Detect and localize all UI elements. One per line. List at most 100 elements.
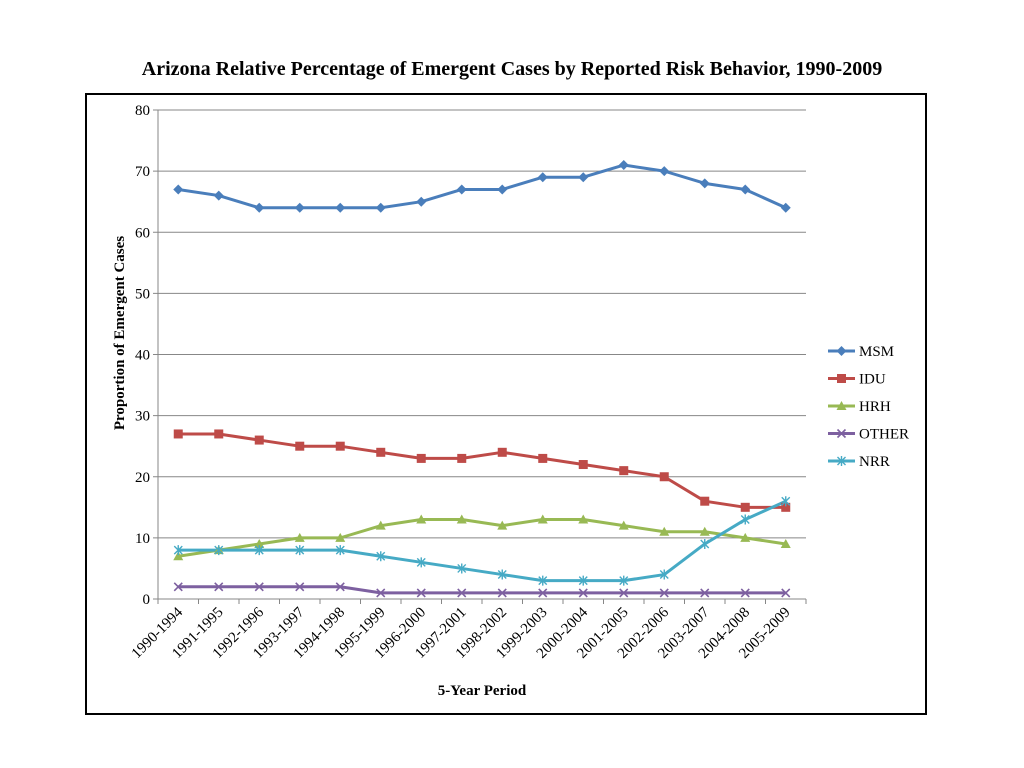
y-tick-label: 40 xyxy=(135,348,150,364)
chart-frame xyxy=(85,93,927,715)
data-point-nrr xyxy=(376,551,386,562)
data-point-other xyxy=(335,582,345,592)
data-point-idu xyxy=(700,496,710,506)
chart-title: Arizona Relative Percentage of Emergent … xyxy=(141,58,883,80)
data-point-hrh xyxy=(659,526,670,536)
legend-marker-hrh xyxy=(836,401,847,410)
data-point-other xyxy=(538,588,548,598)
series-line-other xyxy=(178,585,786,595)
data-point-idu xyxy=(295,441,305,451)
data-point-nrr xyxy=(457,563,467,574)
legend-marker-idu xyxy=(837,374,846,383)
series-line-nrr xyxy=(178,499,787,583)
y-tick-label: 20 xyxy=(135,470,150,486)
data-point-hrh xyxy=(780,538,791,548)
data-point-other xyxy=(659,588,669,598)
data-point-idu xyxy=(335,441,345,451)
data-point-nrr xyxy=(254,545,264,556)
legend: MSM IDU HRH OTHER NRR xyxy=(828,344,909,470)
x-tick-labels: 1990-19941991-19951992-19961993-19971994… xyxy=(129,604,794,662)
data-point-other xyxy=(497,588,507,598)
data-point-nrr xyxy=(659,569,669,580)
data-point-other xyxy=(700,588,710,598)
data-point-idu xyxy=(578,460,588,470)
data-point-hrh xyxy=(618,520,629,530)
data-point-hrh xyxy=(578,514,589,524)
y-tick-label: 30 xyxy=(135,409,150,425)
gridlines xyxy=(158,109,806,539)
data-point-idu xyxy=(376,447,386,457)
data-point-nrr xyxy=(619,575,629,586)
data-point-nrr xyxy=(497,569,507,580)
data-point-hrh xyxy=(699,526,710,536)
data-point-msm xyxy=(699,178,710,189)
data-point-other xyxy=(214,582,224,592)
y-tick-label: 70 xyxy=(135,164,150,180)
legend-label-other: OTHER xyxy=(859,427,909,443)
data-point-idu xyxy=(781,502,791,512)
data-point-hrh xyxy=(335,532,346,542)
data-point-other xyxy=(173,582,183,592)
y-axis-label: Proportion of Emergent Cases xyxy=(112,236,128,430)
data-point-msm xyxy=(254,202,265,213)
data-point-msm xyxy=(618,160,629,171)
data-point-msm xyxy=(659,166,670,177)
series-lines xyxy=(178,163,787,595)
data-point-nrr xyxy=(700,538,710,549)
x-axis-label: 5-Year Period xyxy=(438,683,527,699)
data-point-other xyxy=(457,588,467,598)
y-tick-labels: 0 10 20 30 40 50 60 70 80 xyxy=(135,103,150,608)
data-point-other xyxy=(376,588,386,598)
legend-label-hrh: HRH xyxy=(859,399,891,415)
legend-label-idu: IDU xyxy=(859,372,886,388)
data-point-idu xyxy=(740,502,750,512)
data-point-nrr xyxy=(214,545,224,556)
data-point-msm xyxy=(173,184,184,195)
data-point-idu xyxy=(173,429,183,439)
y-tick-label: 60 xyxy=(135,225,150,241)
data-point-msm xyxy=(740,184,751,195)
data-point-idu xyxy=(457,453,467,463)
y-tick-label: 50 xyxy=(135,286,150,302)
data-point-msm xyxy=(335,202,346,213)
data-point-idu xyxy=(214,429,224,439)
data-point-msm xyxy=(578,172,589,183)
data-point-msm xyxy=(537,172,548,183)
legend-marker-msm xyxy=(836,346,847,356)
data-point-hrh xyxy=(416,514,427,524)
series-line-hrh xyxy=(178,518,786,558)
series-line-msm xyxy=(178,163,787,210)
data-point-nrr xyxy=(578,575,588,586)
data-point-msm xyxy=(416,196,427,207)
data-point-idu xyxy=(619,466,629,476)
data-point-other xyxy=(781,588,791,598)
legend-label-msm: MSM xyxy=(859,344,894,360)
data-point-nrr xyxy=(740,514,750,525)
data-point-hrh xyxy=(375,520,386,530)
data-point-nrr xyxy=(173,545,183,556)
legend-marker-nrr xyxy=(837,456,846,466)
series-line-idu xyxy=(178,432,786,509)
data-point-nrr xyxy=(538,575,548,586)
data-point-other xyxy=(740,588,750,598)
data-point-idu xyxy=(659,472,669,482)
data-point-nrr xyxy=(416,557,426,568)
data-point-hrh xyxy=(537,514,548,524)
data-point-other xyxy=(416,588,426,598)
data-point-nrr xyxy=(295,545,305,556)
data-point-hrh xyxy=(173,551,184,561)
data-point-hrh xyxy=(497,520,508,530)
y-tick-label: 80 xyxy=(135,103,150,119)
data-point-msm xyxy=(294,202,305,213)
data-point-hrh xyxy=(740,532,751,542)
data-point-other xyxy=(578,588,588,598)
legend-label-nrr: NRR xyxy=(859,454,890,470)
y-tick-label: 0 xyxy=(143,592,151,608)
data-point-idu xyxy=(416,453,426,463)
data-point-msm xyxy=(780,202,791,213)
legend-marker-other xyxy=(836,428,847,439)
data-point-hrh xyxy=(456,514,467,524)
data-point-other xyxy=(295,582,305,592)
data-point-nrr xyxy=(781,496,791,507)
y-tick-label: 10 xyxy=(135,531,150,547)
